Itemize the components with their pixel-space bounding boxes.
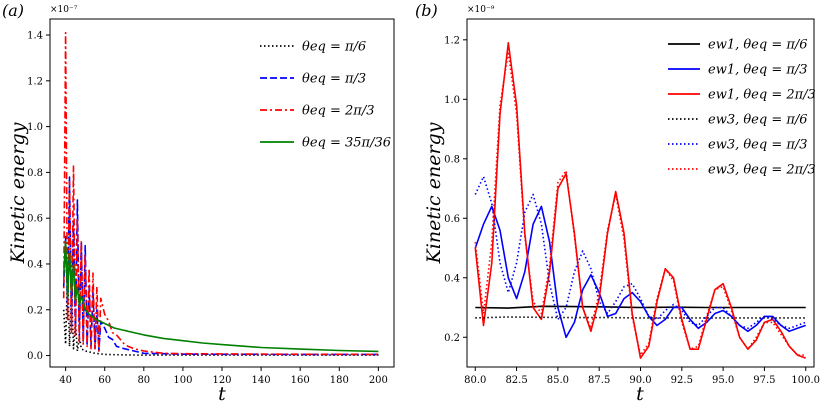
panel-b-series-line-4 [475,316,806,319]
panel-a-xtick-label: 100 [173,375,192,386]
panel-b-series-line-2 [474,205,806,339]
panel-b-legend-label-3: ew1, θeq = 2π/3 [708,88,816,103]
panel-a-legend-label-4: θeq = 35π/36 [302,136,391,151]
panel-b-tag: (b) [415,1,438,20]
panel-b-ytick-label: 1.0 [444,95,460,106]
panel-a-legend: θeq = π/6 θeq = π/3 θeq = 2π/3 θeq = 35π/36 [254,30,391,160]
panel-b-multiplier: ×10⁻⁹ [467,5,495,15]
panel-b-xlabel: t [636,383,644,405]
panel-b-legend-label-6: ew3, θeq = 2π/3 [708,163,816,178]
panel-b-xtick-label: 95.0 [712,375,734,386]
panel-a-legend-label-2: θeq = π/3 [302,72,366,87]
panel-a-ytick-label: 0.8 [27,168,43,179]
panel-a-xtick-label: 180 [330,375,349,386]
panel-b-legend-label-1: ew1, θeq = π/6 [708,38,808,53]
panel-b-xtick-label: 90.0 [629,375,651,386]
panel-b-legend: ew1, θeq = π/6 ew1, θeq = π/3 ew1, θeq = 2… [662,30,816,186]
panel-a-ytick-label: 0.4 [27,259,43,270]
panel-a-xtick-label: 200 [369,375,388,386]
panel-a-xtick-label: 60 [98,375,111,386]
panel-a-xlabel: t [218,383,226,405]
panel-b-ylabel: Kinetic energy [423,122,445,264]
panel-b-ytick-label: 0.4 [444,273,460,284]
panel-a-ytick-label: 1.4 [27,31,43,42]
panel-a-series-line-1 [62,267,379,356]
panel-a-ytick-label: 1.0 [27,122,43,133]
panel-b-xtick-label: 97.5 [753,375,775,386]
panel-b-series-line-5 [474,175,806,330]
panel-a-xtick-label: 120 [212,375,231,386]
panel-a-ytick-label: 0.0 [27,351,43,362]
panel-a-legend-label-1: θeq = π/6 [302,40,366,55]
panel-b-series-line-6 [474,50,806,356]
panel-a-ytick-label: 0.6 [27,214,43,225]
panel-a-series-line-3 [62,31,379,356]
panel-a-ytick-label: 1.2 [27,76,43,87]
panel-a-legend-label-3: θeq = 2π/3 [302,104,374,119]
panel-b: (b) ×10⁻⁹ 80.0 82.5 85.0 87.5 90.0 92.5 95.0 97… [415,1,820,405]
panel-b-xtick-label: 85.0 [547,375,569,386]
panel-b-xtick-label: 92.5 [671,375,693,386]
panel-b-legend-label-4: ew3, θeq = π/6 [708,113,808,128]
panel-b-series-line-3 [474,41,806,359]
panel-a-xtick-label: 160 [291,375,310,386]
panel-a-multiplier: ×10⁻⁷ [50,5,78,15]
panel-a-xtick-label: 80 [137,375,150,386]
panel-a-series-line-4 [62,240,379,353]
panel-a-ylabel: Kinetic energy [7,122,29,264]
panel-b-ytick-label: 0.2 [444,333,460,344]
panel-a-xtick-label: 40 [59,375,72,386]
panel-a-xtick-label: 140 [252,375,271,386]
panel-b-ytick-label: 0.8 [444,154,460,165]
panel-b-xtick-label: 80.0 [464,375,486,386]
panel-b-xtick-label: 87.5 [588,375,610,386]
panel-b-xtick-label: 100.0 [791,375,820,386]
panel-b-legend-label-5: ew3, θeq = π/3 [708,138,808,153]
panel-b-ytick-label: 1.2 [444,35,460,46]
panel-b-xtick-label: 82.5 [505,375,527,386]
panel-a-tag: (a) [2,1,24,20]
panel-a-legend-box [254,30,388,160]
panel-a: (a) ×10⁻⁷ 40 60 80 100 120 140 160 180 200 0.0 0.2… [2,1,395,405]
panel-b-legend-box [662,30,808,186]
panel-a-ytick-label: 0.2 [27,305,43,316]
panel-b-series-line-1 [475,305,806,309]
panel-b-legend-label-2: ew1, θeq = π/3 [708,63,808,78]
panel-b-ytick-label: 0.6 [444,214,460,225]
